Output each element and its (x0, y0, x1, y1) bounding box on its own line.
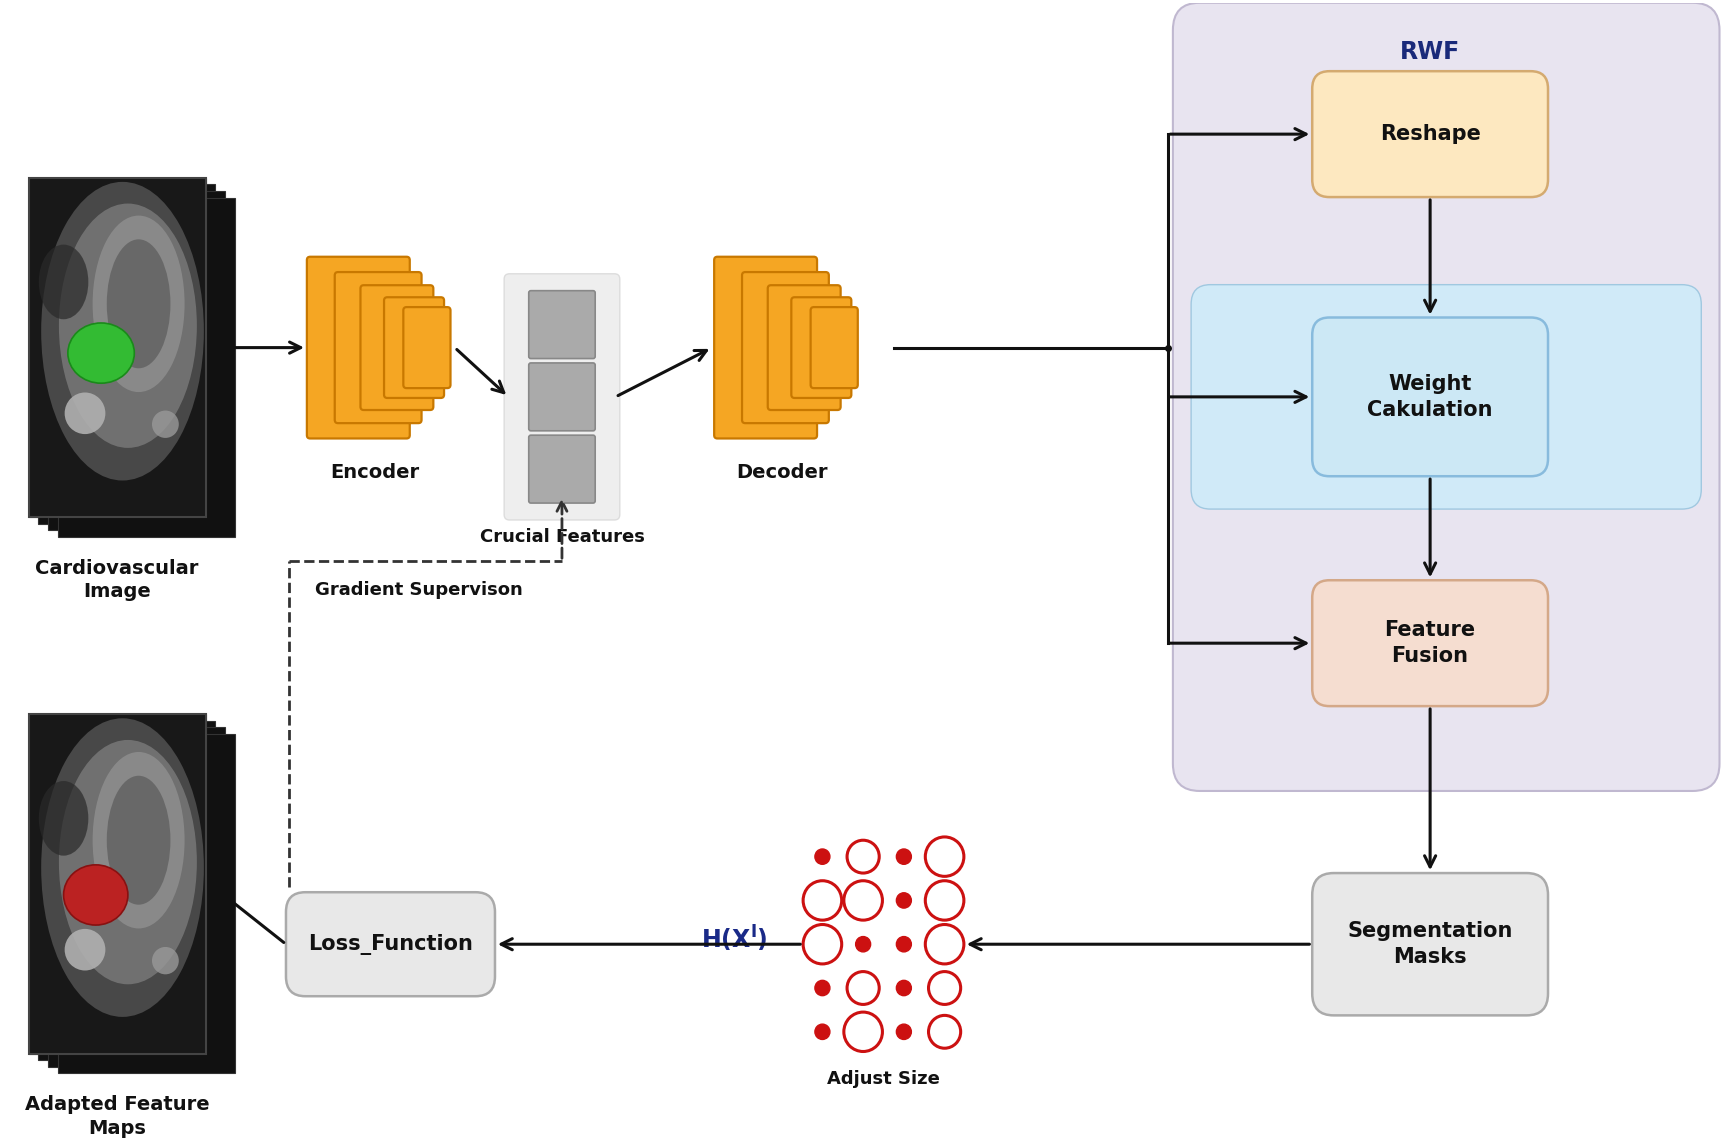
Text: Decoder: Decoder (736, 462, 826, 482)
FancyBboxPatch shape (307, 257, 409, 438)
FancyBboxPatch shape (528, 363, 594, 431)
Text: Adjust Size: Adjust Size (826, 1070, 939, 1089)
FancyBboxPatch shape (714, 257, 816, 438)
FancyBboxPatch shape (57, 197, 234, 537)
Text: Cardiovascular
Image: Cardiovascular Image (35, 559, 199, 601)
FancyBboxPatch shape (334, 272, 421, 423)
Text: Weight
Cakulation: Weight Cakulation (1367, 374, 1491, 420)
FancyBboxPatch shape (741, 272, 828, 423)
FancyBboxPatch shape (1311, 71, 1547, 197)
Text: Gradient Supervison: Gradient Supervison (315, 581, 523, 599)
Text: Feature
Fusion: Feature Fusion (1384, 621, 1476, 666)
FancyBboxPatch shape (29, 714, 206, 1053)
Ellipse shape (42, 181, 204, 480)
Text: Reshape: Reshape (1379, 124, 1479, 144)
FancyBboxPatch shape (38, 721, 215, 1060)
FancyBboxPatch shape (48, 191, 225, 531)
Ellipse shape (38, 780, 88, 856)
FancyBboxPatch shape (1173, 2, 1718, 791)
FancyBboxPatch shape (38, 185, 215, 524)
Circle shape (814, 849, 830, 865)
FancyBboxPatch shape (29, 178, 206, 517)
FancyBboxPatch shape (48, 728, 225, 1067)
Circle shape (895, 1025, 911, 1039)
Ellipse shape (59, 741, 197, 985)
Ellipse shape (59, 203, 197, 448)
Ellipse shape (64, 393, 106, 434)
Circle shape (856, 937, 869, 952)
FancyBboxPatch shape (528, 435, 594, 503)
FancyBboxPatch shape (811, 307, 857, 388)
Text: Loss_Function: Loss_Function (308, 933, 473, 955)
FancyBboxPatch shape (29, 178, 206, 517)
Text: H(X$^\mathbf{I}$): H(X$^\mathbf{I}$) (701, 924, 767, 954)
Ellipse shape (107, 776, 170, 905)
FancyBboxPatch shape (360, 285, 433, 410)
Ellipse shape (152, 411, 178, 438)
FancyBboxPatch shape (404, 307, 450, 388)
Text: Adapted Feature
Maps: Adapted Feature Maps (24, 1095, 210, 1138)
FancyBboxPatch shape (1311, 317, 1547, 476)
Circle shape (895, 937, 911, 952)
Circle shape (895, 980, 911, 996)
Ellipse shape (64, 865, 128, 925)
Text: RWF: RWF (1399, 40, 1460, 64)
FancyBboxPatch shape (528, 291, 594, 358)
FancyBboxPatch shape (792, 298, 850, 398)
Ellipse shape (107, 240, 170, 369)
Circle shape (814, 1025, 830, 1039)
Circle shape (895, 892, 911, 908)
Ellipse shape (64, 929, 106, 971)
FancyBboxPatch shape (385, 298, 443, 398)
Text: Crucial Features: Crucial Features (480, 528, 644, 547)
Circle shape (814, 980, 830, 996)
Ellipse shape (42, 719, 204, 1017)
FancyBboxPatch shape (1311, 873, 1547, 1015)
Ellipse shape (92, 216, 185, 393)
Circle shape (895, 849, 911, 865)
Ellipse shape (152, 947, 178, 974)
FancyBboxPatch shape (1311, 581, 1547, 706)
Text: Segmentation
Masks: Segmentation Masks (1347, 922, 1512, 968)
FancyBboxPatch shape (57, 734, 234, 1074)
FancyBboxPatch shape (767, 285, 840, 410)
Ellipse shape (68, 323, 135, 383)
Ellipse shape (92, 752, 185, 929)
FancyBboxPatch shape (29, 714, 206, 1053)
FancyBboxPatch shape (504, 274, 620, 520)
Text: Encoder: Encoder (329, 462, 419, 482)
Ellipse shape (38, 244, 88, 319)
FancyBboxPatch shape (1190, 284, 1701, 509)
FancyBboxPatch shape (286, 892, 495, 996)
